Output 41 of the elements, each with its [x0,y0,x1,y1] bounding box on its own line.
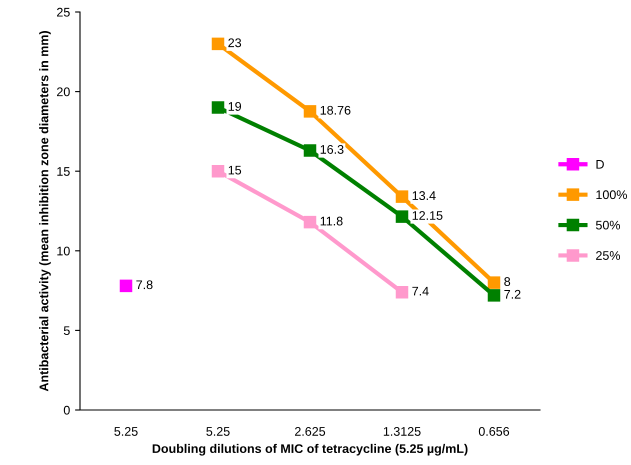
y-tick-label: 10 [57,246,70,256]
data-label: 13.4 [412,191,436,200]
y-tick-label: 5 [64,326,70,336]
x-tick-label: 5.25 [206,426,230,436]
data-label: 7.8 [136,280,153,290]
data-label: 8 [504,277,510,286]
point [396,210,408,223]
x-tick-label: 1.3125 [384,426,421,436]
data-label: 16.3 [320,145,344,154]
x-tick-label: 5.25 [114,426,138,436]
y-tick-label: 20 [57,87,70,96]
data-label: 15 [228,166,242,175]
point [488,276,500,289]
data-label: 23 [228,38,242,48]
point [304,216,316,228]
data-label: 12.15 [412,211,442,220]
data-label: 7.4 [412,286,429,296]
legend-label: D [596,160,604,169]
y-tick-label: 25 [57,8,70,17]
point [120,280,132,292]
point [212,101,224,114]
point [212,38,224,50]
point [304,105,316,118]
point [396,190,408,203]
y-tick-label: 15 [57,167,70,176]
x-tick-label: 2.625 [294,426,326,436]
data-label: 11.8 [320,216,343,226]
y-tick-label: 0 [64,406,70,415]
point [488,289,500,302]
point [304,144,316,157]
data-label: 19 [228,102,242,111]
point [212,164,224,178]
legend-label: 50% [596,220,620,230]
legend-label: 100% [596,190,627,200]
legend-label: 25% [596,251,620,260]
data-label: 7.2 [504,290,520,299]
data-label: 18.76 [320,106,350,115]
y-axis-title: Antibacterial activity (mean inhibition zone diameters in mm) [39,31,51,392]
x-axis-title: Doubling dilutions of MIC of tetracycline (5.25 µg/mL) [152,444,468,456]
x-tick-label: 0.656 [478,426,510,436]
point [396,286,408,298]
